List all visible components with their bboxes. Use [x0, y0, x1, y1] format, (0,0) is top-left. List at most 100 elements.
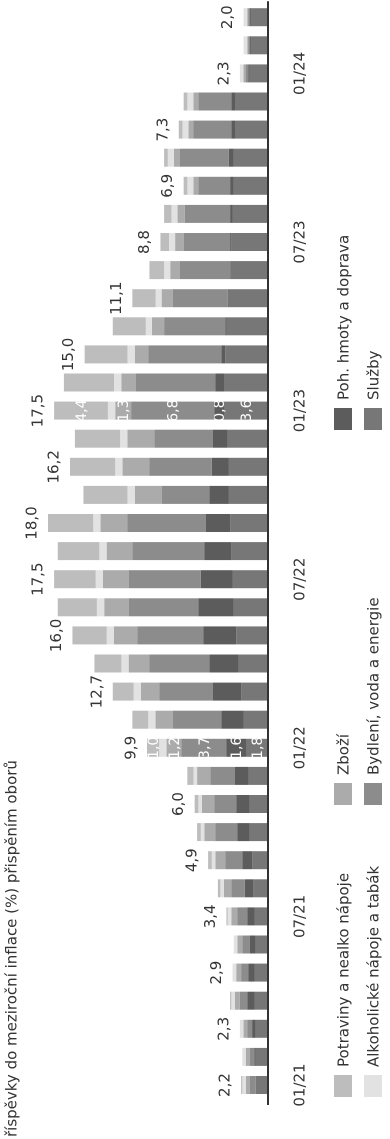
bar-segment	[93, 514, 101, 532]
bar-segment	[239, 991, 248, 1010]
bar-segment	[187, 176, 194, 195]
bar-segment	[155, 289, 162, 308]
bar-segment	[164, 317, 226, 336]
bar-segment	[127, 429, 155, 448]
bar-segment	[248, 8, 250, 27]
bar-segment	[243, 710, 269, 729]
value-label: 3,6	[239, 399, 255, 421]
bar-segment	[112, 317, 146, 336]
bar-segment	[231, 92, 235, 111]
bar-segment	[221, 345, 226, 364]
bar-segment	[249, 64, 269, 83]
bar-segment	[241, 1076, 243, 1094]
bar-segment	[94, 654, 122, 673]
bar-segment	[181, 738, 227, 757]
bar-segment	[172, 710, 222, 729]
bar-segment	[230, 233, 232, 251]
bar-segment	[202, 795, 215, 813]
bar-segment	[63, 373, 114, 392]
bar-segment	[183, 176, 188, 195]
bar-segment	[235, 991, 240, 1010]
bar-segment	[166, 738, 182, 757]
bar-segment	[182, 120, 189, 139]
bar-segment	[243, 8, 248, 27]
legend-swatch	[364, 783, 382, 805]
bar-segment	[127, 514, 206, 532]
bar-segment	[248, 36, 250, 55]
total-label: 2,3	[214, 1017, 232, 1041]
bar-segment	[255, 1019, 268, 1038]
value-label: 1,2	[167, 737, 183, 759]
bar-segment	[193, 176, 199, 195]
bar-segment	[154, 429, 213, 448]
bar-segment	[227, 429, 269, 448]
legend-swatch	[364, 408, 382, 430]
bar-segment	[210, 766, 236, 785]
bar-segment	[249, 823, 269, 842]
bar-segment	[127, 485, 135, 504]
bar-segment	[250, 36, 268, 55]
x-tick-label: 01/23	[291, 389, 309, 432]
bar-segment	[224, 879, 232, 898]
bar-segment	[230, 204, 233, 223]
bar-segment	[161, 485, 210, 504]
bar-segment	[137, 626, 204, 645]
bar-segment	[247, 8, 249, 27]
bar-segment	[151, 317, 165, 336]
bar-segment	[243, 36, 248, 55]
bar-segment	[100, 514, 128, 532]
bar-segment	[249, 1047, 255, 1066]
bar-segment	[241, 963, 249, 982]
bar-segment	[255, 1047, 268, 1066]
bar-segment	[121, 654, 129, 673]
bar-segment	[232, 204, 268, 223]
bar-segment	[122, 457, 150, 476]
bar-segment	[70, 457, 116, 476]
bar-segment	[247, 991, 255, 1010]
bar-segment	[231, 879, 245, 898]
bar-segment	[160, 233, 169, 251]
bar-segment	[230, 176, 234, 195]
bar-segment	[214, 795, 237, 813]
bar-segment	[215, 823, 238, 842]
bar-segment	[228, 485, 268, 504]
bar-segment	[198, 795, 202, 813]
bar-segment	[213, 682, 242, 701]
value-label: 3,7	[197, 737, 213, 759]
bar-segment	[57, 598, 97, 617]
legend-label: Alkoholické nápoje a tabák	[365, 866, 383, 1067]
bar-segment	[136, 373, 216, 392]
legend-swatch	[334, 408, 352, 430]
bar-segment	[252, 851, 269, 870]
bar-segment	[252, 1019, 256, 1038]
bar-segment	[54, 401, 108, 420]
legend-label: Poh. hmoty a doprava	[335, 235, 353, 400]
bar-segment	[96, 598, 105, 617]
value-label: 1,8	[250, 737, 266, 759]
bar-segment	[172, 289, 228, 308]
bar-segment	[134, 485, 162, 504]
bar-segment	[164, 261, 171, 280]
value-label: 0,8	[212, 399, 228, 421]
bar-segment	[242, 851, 253, 870]
bar-segment	[197, 823, 201, 842]
legend-label: Potraviny a nealko nápoje	[335, 873, 353, 1067]
legend-swatch	[334, 783, 352, 805]
bar-segment	[188, 120, 194, 139]
bar-segment	[149, 457, 212, 476]
bar-segment	[230, 991, 232, 1010]
bar-segment	[128, 570, 201, 589]
bar-segment	[228, 148, 234, 167]
total-label: 3,4	[201, 904, 219, 928]
bar-segment	[104, 598, 129, 617]
legend-label: Zboží	[335, 733, 353, 775]
total-label: 8,8	[135, 230, 153, 254]
bar-segment	[232, 963, 237, 982]
bar-segment	[112, 682, 134, 701]
bar-segment	[215, 851, 226, 870]
bar-segment	[147, 738, 160, 757]
bar-segment	[204, 823, 216, 842]
legend-label: Bydlení, voda a energie	[365, 597, 383, 775]
bar-segment	[161, 289, 173, 308]
bar-segment	[193, 766, 198, 785]
